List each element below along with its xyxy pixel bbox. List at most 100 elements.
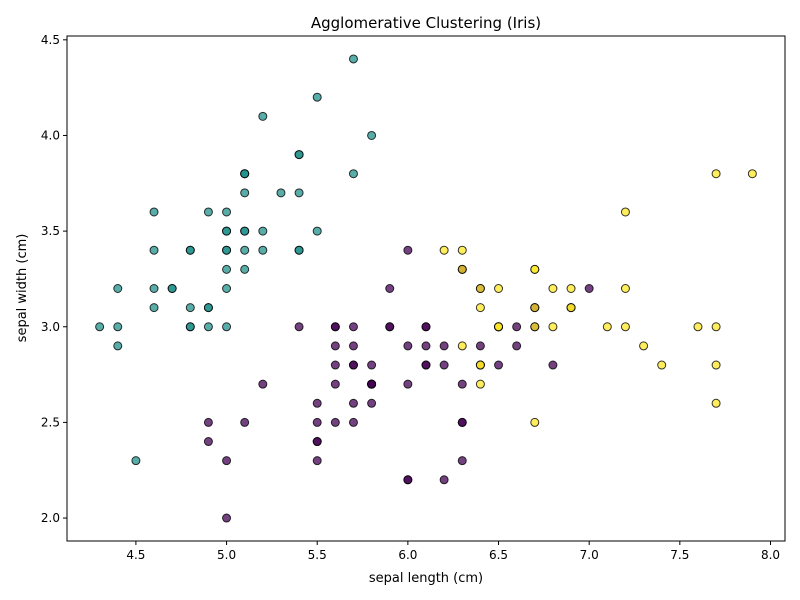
data-point-cluster-0 [348, 341, 358, 351]
data-point-cluster-1 [348, 169, 358, 179]
x-tick-label: 5.5 [308, 548, 327, 562]
x-axis-ticks: 4.5 5.0 5.5 6.0 6.5 7.0 7.5 8.0 [126, 541, 780, 562]
data-point-cluster-1 [312, 226, 322, 236]
data-point-cluster-0 [330, 341, 340, 351]
data-point-cluster-0 [403, 245, 413, 255]
data-point-cluster-0 [439, 341, 449, 351]
x-axis-label: sepal length (cm) [369, 571, 483, 586]
data-point-cluster-1 [222, 264, 232, 274]
data-point-cluster-1 [222, 207, 232, 217]
data-point-cluster-0 [385, 284, 395, 293]
data-point-cluster-0 [330, 417, 340, 427]
data-point-cluster-1 [258, 111, 268, 121]
data-point-cluster-0 [512, 341, 522, 351]
data-point-cluster-0 [403, 341, 413, 351]
data-point-cluster-1 [367, 130, 377, 140]
data-point-cluster-1 [222, 226, 232, 236]
data-point-cluster-0 [367, 398, 377, 408]
data-point-cluster-0 [457, 456, 467, 466]
data-point-cluster-0 [403, 475, 413, 485]
data-point-cluster-1 [294, 188, 304, 198]
data-point-cluster-0 [512, 322, 522, 332]
data-point-cluster-2 [494, 322, 504, 332]
data-point-cluster-2 [530, 264, 540, 274]
data-point-cluster-0 [494, 360, 504, 370]
data-point-cluster-1 [240, 169, 250, 179]
data-point-cluster-2 [620, 322, 630, 332]
y-axis-label: sepal width (cm) [15, 234, 30, 343]
data-point-cluster-2 [439, 245, 449, 255]
y-tick-label: 2.0 [41, 511, 60, 525]
x-tick-label: 7.5 [670, 548, 689, 562]
data-point-cluster-2 [747, 169, 757, 179]
data-point-cluster-0 [258, 379, 268, 389]
data-point-cluster-1 [131, 456, 141, 466]
data-point-cluster-0 [367, 360, 377, 370]
data-point-cluster-2 [475, 284, 485, 293]
data-point-cluster-0 [403, 379, 413, 389]
data-point-cluster-2 [693, 322, 703, 332]
data-point-cluster-1 [167, 284, 177, 293]
data-point-cluster-0 [348, 322, 358, 332]
data-point-cluster-2 [566, 284, 576, 293]
data-point-cluster-0 [457, 417, 467, 427]
data-point-cluster-0 [312, 417, 322, 427]
x-tick-label: 6.0 [398, 548, 417, 562]
data-point-cluster-0 [439, 475, 449, 485]
data-point-cluster-0 [548, 360, 558, 370]
x-tick-label: 6.5 [489, 548, 508, 562]
y-tick-label: 3.5 [41, 224, 60, 238]
data-point-cluster-1 [95, 322, 105, 332]
data-point-cluster-2 [548, 322, 558, 332]
data-point-cluster-2 [566, 303, 576, 313]
data-point-cluster-0 [222, 456, 232, 466]
data-point-cluster-1 [240, 226, 250, 236]
data-point-cluster-2 [475, 360, 485, 370]
x-tick-label: 7.0 [580, 548, 599, 562]
data-point-cluster-2 [711, 398, 721, 408]
data-point-cluster-2 [548, 284, 558, 293]
data-point-cluster-0 [584, 284, 594, 293]
data-point-cluster-1 [294, 245, 304, 255]
data-point-cluster-2 [457, 245, 467, 255]
data-point-cluster-1 [185, 303, 195, 313]
data-point-cluster-1 [113, 341, 123, 351]
data-point-cluster-0 [348, 417, 358, 427]
data-point-cluster-1 [348, 54, 358, 64]
data-point-cluster-0 [385, 322, 395, 332]
data-point-cluster-0 [203, 437, 213, 447]
data-point-cluster-1 [113, 322, 123, 332]
data-point-cluster-0 [421, 341, 431, 351]
chart-title: Agglomerative Clustering (Iris) [311, 14, 541, 32]
data-point-cluster-2 [657, 360, 667, 370]
data-point-cluster-0 [457, 379, 467, 389]
data-point-cluster-1 [222, 322, 232, 332]
data-point-cluster-1 [240, 264, 250, 274]
data-point-cluster-2 [530, 417, 540, 427]
y-tick-label: 4.0 [41, 128, 60, 142]
y-tick-label: 3.0 [41, 320, 60, 334]
data-point-cluster-0 [421, 360, 431, 370]
data-point-cluster-2 [602, 322, 612, 332]
x-tick-label: 8.0 [761, 548, 780, 562]
data-point-cluster-0 [330, 379, 340, 389]
data-point-cluster-1 [222, 245, 232, 255]
data-point-cluster-2 [639, 341, 649, 351]
y-axis-ticks: 2.0 2.5 3.0 3.5 4.0 4.5 [41, 33, 67, 525]
data-point-cluster-2 [457, 264, 467, 274]
data-point-cluster-1 [113, 284, 123, 293]
data-point-cluster-0 [348, 398, 358, 408]
plot-frame [66, 35, 786, 542]
data-point-cluster-0 [312, 437, 322, 447]
data-point-cluster-0 [312, 456, 322, 466]
data-point-cluster-0 [222, 513, 232, 523]
data-point-cluster-2 [711, 169, 721, 179]
x-tick-label: 4.5 [126, 548, 145, 562]
data-point-cluster-2 [475, 379, 485, 389]
data-point-cluster-2 [711, 360, 721, 370]
data-point-cluster-0 [439, 360, 449, 370]
data-point-cluster-0 [330, 322, 340, 332]
data-point-cluster-1 [276, 188, 286, 198]
